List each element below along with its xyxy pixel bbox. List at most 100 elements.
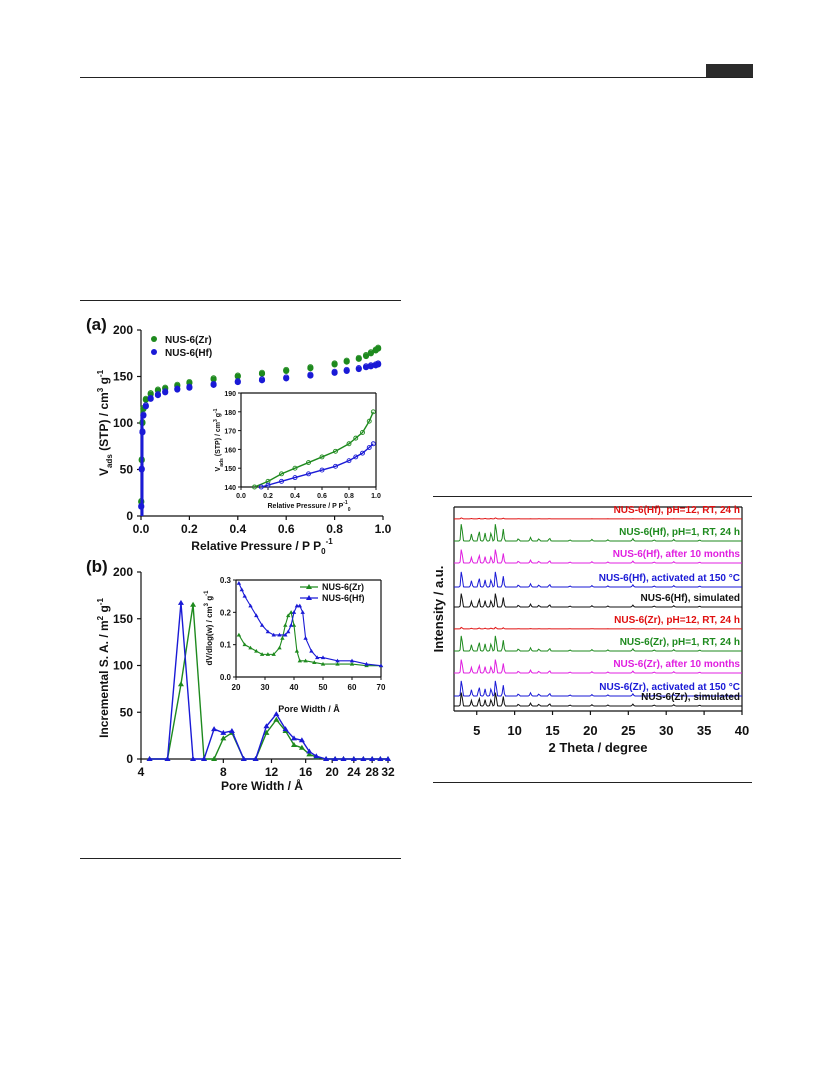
pxrd-trace-label: NUS-6(Zr), activated at 150 °C [599,682,740,693]
a-desorption-point [186,383,193,390]
a-desorption-point [355,354,362,361]
a-y-axis-title: Vads (STP) / cm3 g-1 [96,369,114,476]
pxrd-x-tick-label: 40 [735,723,749,738]
b-x-tick-label: 4 [138,765,145,779]
b-inset-y-tick-label: 0.3 [220,576,232,585]
b-inset-y-axis-title: dV/dlog(w) / cm3 g-1 [204,590,214,666]
a-inset-data-point [370,409,376,415]
b-data-point [220,729,227,735]
b-inset-x-tick-label: 40 [290,683,299,692]
a-inset-data-point [360,430,365,435]
a-x-tick-label: 0.8 [326,522,343,536]
b-data-point [282,726,289,732]
b-data-point [290,741,297,747]
pxrd-trace [454,549,742,564]
b-legend-marker [306,595,312,600]
b-inset-data-point [286,629,291,634]
a-desorption-point [142,402,149,409]
b-inset-data-point [259,652,265,656]
b-series-line [149,604,388,760]
b-inset-data-point [271,652,276,656]
a-desorption-point [375,344,382,351]
a-desorption-point [147,394,154,401]
b-inset-x-tick-label: 20 [232,683,241,692]
b-data-point [298,737,305,743]
b-series-line [149,602,388,760]
b-data-point [211,726,218,732]
b-inset-data-point [297,658,302,663]
b-inset-data-point [288,623,294,627]
b-inset-data-point [283,623,288,627]
a-inset-y-tick-label: 170 [224,429,236,436]
b-inset-data-point [315,655,320,660]
b-data-point [273,711,280,717]
a-inset-data-point [353,435,359,441]
b-inset-data-point [335,658,340,663]
a-inset-x-tick-label: 0.8 [344,493,354,500]
b-y-axis-title: Incremental S. A. / m2 g-1 [96,598,111,738]
pxrd-x-axis-title: 2 Theta / degree [549,740,648,755]
b-x-tick-label: 28 [365,765,379,779]
a-x-tick-label: 0.4 [229,522,246,536]
b-inset-x-tick-label: 50 [319,683,328,692]
figure1-top-rule [80,300,401,301]
pxrd-trace-label: NUS-6(Hf), after 10 months [613,549,741,560]
b-inset-data-point [277,645,282,650]
pxrd-trace [454,680,742,697]
a-desorption-point [331,368,338,375]
b-data-point [177,681,184,687]
b-inset-series-line [238,583,382,667]
a-desorption-point [307,364,314,371]
pxrd-trace-label: NUS-6(Hf), simulated [641,593,740,604]
b-data-point [228,727,235,733]
b-inset-data-point [242,642,247,647]
pxrd-trace-label: NUS-6(Zr), pH=12, RT, 24 h [614,615,740,626]
pxrd-trace-label: NUS-6(Hf), pH=12, RT, 24 h [614,505,740,516]
pxrd-x-tick-label: 5 [473,723,480,738]
a-inset-data-point [366,445,372,450]
b-data-point [190,601,197,607]
a-inset-series-line [261,443,374,488]
b-data-point [360,756,367,761]
b-inset-data-point [349,658,355,663]
a-inset-x-tick-label: 0.4 [290,493,300,500]
pxrd-trace [454,571,742,588]
a-y-tick-label: 0 [126,509,133,523]
b-inset-data-point [236,581,242,585]
a-x-tick-label: 0.0 [133,522,150,536]
a-x-tick-label: 0.6 [278,522,295,536]
pxrd-x-tick-label: 15 [545,723,559,738]
a-inset-data-point [333,448,338,454]
a-desorption-point [283,374,290,381]
b-inset-data-point [300,610,305,614]
a-y-tick-label: 200 [113,323,133,337]
a-inset-data-point [346,458,352,464]
b-data-point [350,756,357,761]
a-inset-data-point [292,465,298,471]
a-desorption-point [258,376,265,383]
b-data-point [146,756,153,761]
a-inset-data-point [353,454,359,460]
b-inset-data-point [239,587,244,592]
pxrd-x-tick-label: 30 [659,723,673,738]
a-desorption-point [258,369,265,376]
b-x-tick-label: 32 [381,765,395,779]
a-desorption-point [331,360,338,367]
b-data-point [306,751,313,757]
a-desorption-point [283,366,290,373]
b-inset-data-point [309,648,314,653]
b-data-point [190,756,197,761]
b-inset-data-point [349,661,355,666]
b-inset-data-point [320,661,326,666]
b-inset-x-tick-label: 60 [348,683,357,692]
pxrd-trace [454,659,742,674]
a-inset-data-point [306,460,311,466]
figure1-bottom-rule [80,858,401,859]
a-x-tick-label: 1.0 [375,522,392,536]
b-data-point [263,729,270,735]
b-y-tick-label: 50 [120,705,134,719]
a-inset-y-tick-label: 150 [224,466,236,473]
b-data-point [201,756,208,761]
b-inset-data-point [248,603,253,608]
b-inset-data-point [236,632,242,637]
